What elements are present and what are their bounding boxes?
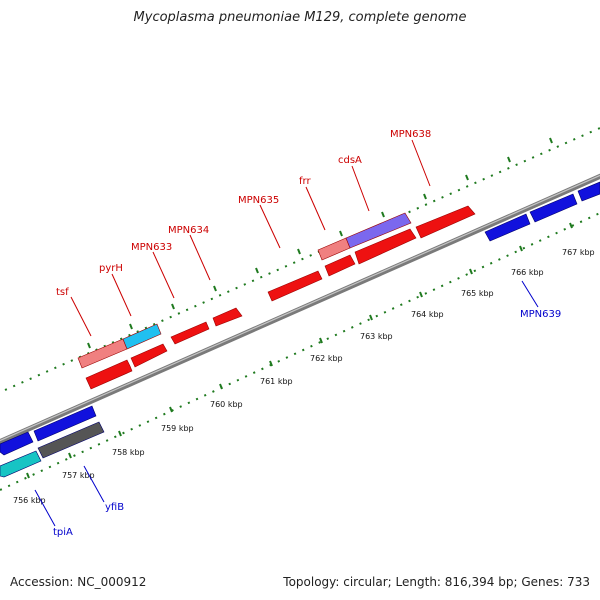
- gene-label-tpiA: tpiA: [53, 527, 73, 538]
- gene-label-MPN635: MPN635: [238, 195, 279, 206]
- gene-arrow: [267, 270, 323, 302]
- scale-labels: 756 kbp 757 kbp 758 kbp 759 kbp 760 kbp …: [13, 248, 595, 505]
- forward-ruler: [4, 127, 600, 391]
- gene-arrow: [170, 321, 210, 345]
- gene-arrow: [484, 213, 531, 242]
- tick-label-763: 763 kbp: [360, 332, 393, 341]
- gene-arrow: [85, 359, 133, 390]
- map-title: Mycoplasma pneumoniae M129, complete gen…: [133, 10, 467, 25]
- reverse-gene-track: [0, 181, 600, 478]
- tick-label-767: 767 kbp: [562, 248, 595, 257]
- gene-label-tsf: tsf: [56, 287, 69, 298]
- tick-label-764: 764 kbp: [411, 310, 444, 319]
- tick-label-757: 757 kbp: [62, 471, 95, 480]
- tick-label-758: 758 kbp: [112, 448, 145, 457]
- gene-label-yfiB: yfiB: [105, 502, 124, 513]
- reverse-gene-labels: tpiA yfiB MPN639: [34, 280, 561, 538]
- tick-label-761: 761 kbp: [260, 377, 293, 386]
- gene-label-frr: frr: [299, 176, 311, 187]
- gene-label-MPN634: MPN634: [168, 225, 209, 236]
- reverse-ruler-ticks: [26, 222, 573, 479]
- tick-label-756: 756 kbp: [13, 496, 46, 505]
- gene-arrow: [0, 450, 42, 478]
- tick-label-762: 762 kbp: [310, 354, 343, 363]
- gene-arrow: [33, 405, 97, 442]
- topology-label: Topology: circular; Length: 816,394 bp; …: [283, 575, 590, 589]
- forward-ruler-ticks: [87, 137, 553, 349]
- gene-arrow: [37, 421, 105, 459]
- gene-arrow: [354, 228, 417, 265]
- tick-label-759: 759 kbp: [161, 424, 194, 433]
- forward-gene-labels: tsf pyrH MPN633 MPN634 MPN635 frr cdsA M…: [56, 129, 431, 337]
- gene-arrow: [0, 431, 34, 456]
- gene-label-cdsA: cdsA: [338, 155, 362, 166]
- gene-arrow: [529, 193, 578, 223]
- reverse-ruler: [0, 212, 600, 491]
- gene-arrow: [122, 323, 162, 350]
- gene-arrow: [317, 237, 351, 261]
- gene-arrow: [577, 181, 600, 202]
- gene-label-pyrH: pyrH: [99, 263, 123, 274]
- gene-arrow: [212, 307, 243, 327]
- gene-arrow: [130, 343, 168, 368]
- gene-arrow: [345, 212, 412, 249]
- tick-label-760: 760 kbp: [210, 400, 243, 409]
- tick-label-765: 765 kbp: [461, 289, 494, 298]
- genome-backbone: [0, 173, 600, 445]
- gene-label-MPN638: MPN638: [390, 129, 431, 140]
- tick-label-766: 766 kbp: [511, 268, 544, 277]
- forward-gene-track: [77, 205, 476, 390]
- gene-arrow: [324, 254, 356, 277]
- gene-arrow: [415, 205, 476, 239]
- gene-label-MPN639: MPN639: [520, 309, 561, 320]
- gene-label-MPN633: MPN633: [131, 242, 172, 253]
- accession-label: Accession: NC_000912: [10, 575, 147, 589]
